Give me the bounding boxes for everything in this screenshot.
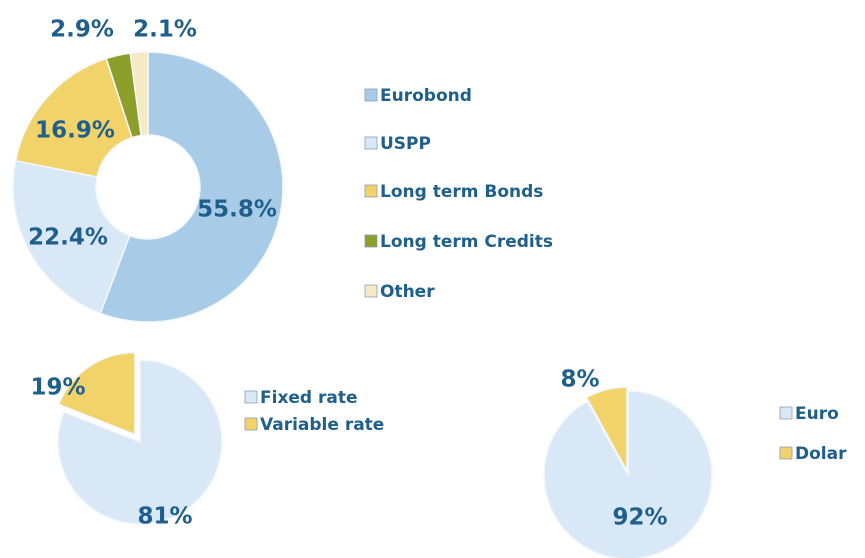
pie-slice xyxy=(585,386,628,472)
legend-swatch xyxy=(244,390,258,404)
data-label: 81% xyxy=(137,504,192,530)
pie-slice xyxy=(543,390,713,558)
legend-swatch xyxy=(364,234,378,248)
legend-swatch xyxy=(244,417,258,431)
data-label: 16.9% xyxy=(35,118,115,144)
legend-swatch xyxy=(364,184,378,198)
legend-label: USPP xyxy=(380,134,431,154)
data-label: 92% xyxy=(612,505,667,531)
data-label: 19% xyxy=(30,375,85,401)
legend-label: Fixed rate xyxy=(260,388,358,408)
pie-slice xyxy=(57,351,136,436)
legend-swatch xyxy=(364,284,378,298)
legend-swatch xyxy=(779,406,793,420)
legend-label: Long term Credits xyxy=(380,232,553,252)
legend-label: Dolar xyxy=(795,444,847,464)
legend-label: Other xyxy=(380,282,435,302)
donut-slice xyxy=(12,159,131,315)
legend-label: Long term Bonds xyxy=(380,182,543,202)
data-label: 2.1% xyxy=(133,17,197,43)
data-label: 55.8% xyxy=(197,197,277,223)
legend-label: Euro xyxy=(795,404,839,424)
data-label: 22.4% xyxy=(28,225,108,251)
legend-label: Variable rate xyxy=(260,415,384,435)
data-label: 8% xyxy=(560,367,599,393)
legend-label: Eurobond xyxy=(380,86,472,106)
donut-slice xyxy=(99,51,284,323)
legend-swatch xyxy=(779,446,793,460)
donut-slice xyxy=(14,57,133,178)
legend-swatch xyxy=(364,88,378,102)
pie-slice xyxy=(57,359,223,525)
data-label: 2.9% xyxy=(50,17,114,43)
donut-slice xyxy=(129,51,149,137)
legend-swatch xyxy=(364,136,378,150)
